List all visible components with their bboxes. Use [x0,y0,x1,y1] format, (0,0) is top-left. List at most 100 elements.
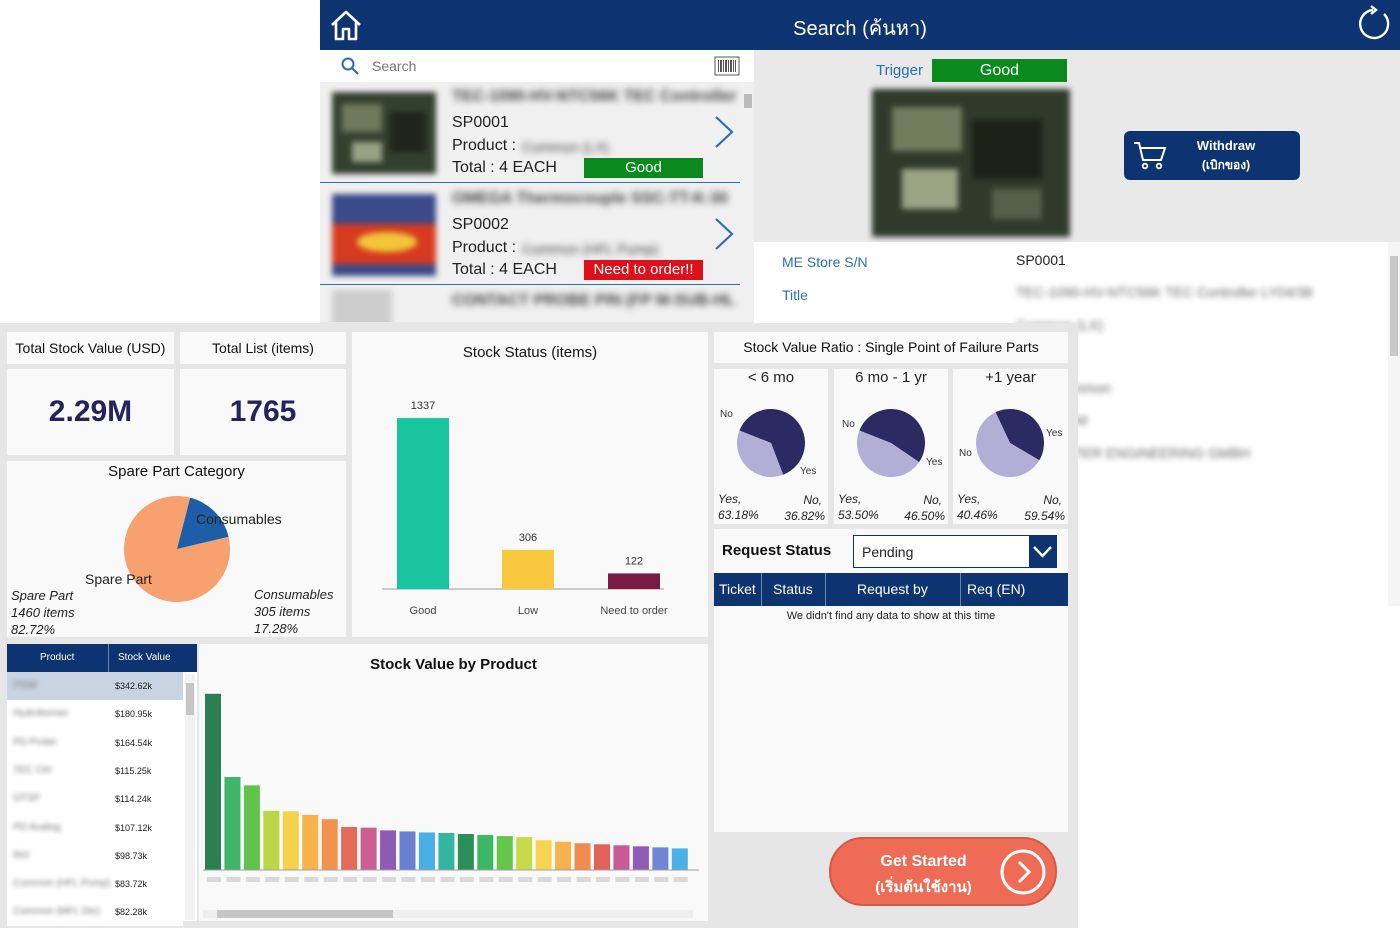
column-header-ticket[interactable]: Ticket [719,581,756,597]
product-bar[interactable] [224,776,241,870]
product-bar[interactable] [399,831,416,870]
product-bar[interactable] [613,845,630,870]
column-header-req-en[interactable]: Req (EN) [967,581,1026,597]
legend-cons-name: Consumables [254,587,334,602]
ratio-no-value: 36.82% [784,509,825,523]
product-bar[interactable] [438,832,455,870]
table-row[interactable]: OTSP $114.24k [7,785,183,814]
ratio-card-title: +1 year [985,369,1036,386]
form-scrollbar-thumb[interactable] [1390,256,1398,356]
product-bar[interactable] [594,844,610,870]
list-scrollbar[interactable] [744,94,752,108]
product-bar-label [654,877,669,882]
product-bar-label [207,877,221,882]
stock-status-title: Stock Status (items) [462,344,598,361]
pie-label-yes: Yes [1046,428,1063,439]
product-bar[interactable] [535,840,552,870]
chevron-down-icon[interactable] [1029,536,1056,567]
column-header-status[interactable]: Status [773,581,813,597]
list-item[interactable]: CONTACT PROBE PIN (FP M-SUB-HL [320,286,740,322]
table-row[interactable]: Common (MFL Div) $82.28k [7,898,183,927]
product-stock-value: $342.62k [115,681,153,691]
pie-label-no: No [720,409,733,420]
get-started-sublabel: (เริ่มต้นใช้งาน) [875,879,972,896]
product-bar[interactable] [457,834,474,870]
product-bar[interactable] [496,836,513,870]
chart-scrollbar[interactable] [203,910,693,918]
product-bar-label [362,877,377,882]
slice-label-spare-part: Spare Part [85,571,152,587]
pie-slice-yes [859,409,925,463]
table-row[interactable]: PD Analog $107.12k [7,813,183,842]
home-icon[interactable] [328,8,364,42]
product-bar[interactable] [321,819,338,870]
pie-slice-yes [739,409,805,475]
product-bar[interactable] [555,841,572,870]
list-item[interactable]: OMEGA Thermocouple SSC-TT-K-30 SP0002 Pr… [320,184,740,285]
cart-icon [1134,142,1167,170]
request-status-dropdown[interactable]: Pending [853,535,1057,568]
bar-low[interactable] [502,549,554,589]
product-bar[interactable] [516,837,533,870]
product-table-scrollbar-thumb[interactable] [186,683,194,715]
request-table-empty-text: We didn't find any data to show at this … [786,610,996,622]
pie-label-no: No [959,448,972,459]
refresh-icon[interactable] [1354,5,1392,43]
column-header-request-by[interactable]: Request by [857,581,928,597]
list-item[interactable]: TEC-1090-HV-NTC56K TEC Controller SP0001… [320,82,740,183]
product-bar[interactable] [360,827,377,870]
app-title: Search (ค้นหา) [793,18,927,40]
withdraw-button[interactable]: Withdraw (เบิกของ) [1124,131,1300,180]
table-row[interactable]: Hydroformer $180.95k [7,700,183,729]
product-bar[interactable] [263,810,280,870]
product-bar[interactable] [671,848,688,870]
form-scrollbar[interactable] [1388,242,1400,606]
chart-scrollbar-thumb[interactable] [217,910,393,918]
get-started-button[interactable]: Get Started (เริ่มต้นใช้งาน) [829,837,1057,906]
item-title: OMEGA Thermocouple SSC-TT-K-30 [452,190,728,207]
product-name: PD Probe [13,736,57,748]
kpi-value-stock-value: 2.29M [7,369,174,455]
product-bar[interactable] [574,843,591,870]
barcode-scan-icon[interactable] [714,56,740,76]
product-bar[interactable] [341,826,358,870]
product-bar[interactable] [477,835,494,870]
column-header-product[interactable]: Product [40,652,75,663]
app-header: Search (ค้นหา) [320,0,1400,50]
field-value-title: TEC-1090-HV-NTC56K TEC Controller LY04/3… [1016,284,1313,300]
request-status-title: Request Status [722,542,832,559]
product-table-scrollbar[interactable] [185,674,195,920]
chevron-right-icon[interactable] [712,114,736,150]
search-result-list: TEC-1090-HV-NTC56K TEC Controller SP0001… [320,82,754,322]
bar-good[interactable] [397,418,449,589]
product-name: ITEM [13,680,37,691]
bar-need-to-order[interactable] [608,573,660,589]
table-row[interactable]: Common (HFL Pump) $83.72k [7,870,183,899]
table-row[interactable]: INV $98.73k [7,841,183,870]
column-header-stock-value[interactable]: Stock Value [118,652,171,663]
stock-status-bar-chart: 1337 Good 306 Low 122 Need to order [382,400,668,617]
ratio-yes-value: 40.46% [957,508,998,522]
product-bar[interactable] [380,830,397,870]
bar-category-label: Need to order [600,605,668,617]
ratio-yes-value: 53.50% [838,508,879,522]
product-bar[interactable] [652,847,669,870]
ratio-no-value: 46.50% [904,509,945,523]
table-row[interactable]: PD Probe $164.54k [7,728,183,757]
product-name: PD Analog [13,821,61,833]
table-row[interactable]: ITEM $342.62k [7,672,183,700]
product-bar[interactable] [302,814,319,870]
product-bar[interactable] [243,785,260,870]
table-row[interactable]: TEC Ctrl $115.25k [7,756,183,785]
product-bar[interactable] [282,811,299,870]
product-bar[interactable] [632,846,649,870]
product-name: INV [13,849,30,861]
product-bar[interactable] [418,832,435,870]
chevron-right-icon[interactable] [712,216,736,252]
product-bar[interactable] [205,693,221,870]
ratio-no-value: 59.54% [1024,509,1065,523]
item-total: Total : 4 EACH [452,261,557,278]
search-input[interactable] [372,56,702,76]
field-value-vendor: LITTER ENGINEERING GMBH [1054,445,1251,461]
product-bar-label [673,877,688,882]
